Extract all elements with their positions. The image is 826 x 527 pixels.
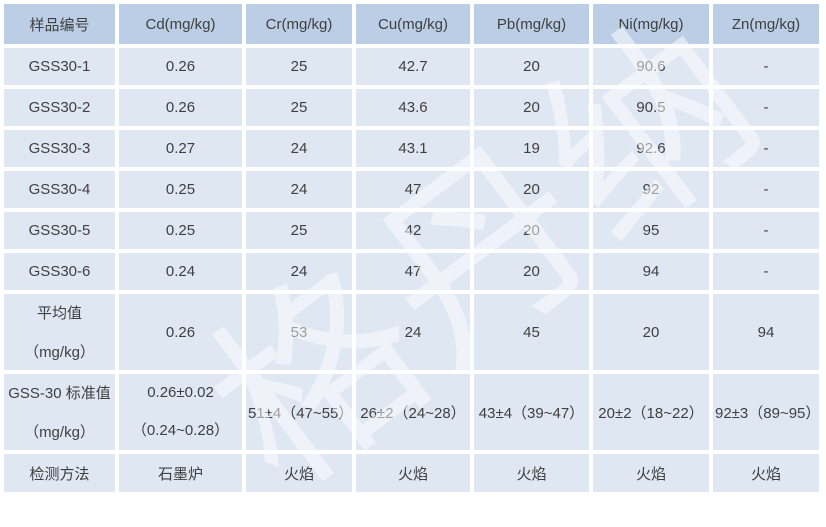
value-cell-cd: 0.26 <box>119 48 242 85</box>
row-label: GSS30-4 <box>4 171 115 208</box>
value-cell-ni: 95 <box>593 212 709 249</box>
method-cell-cu: 火焰 <box>356 454 470 492</box>
value-cell-pb: 20 <box>474 253 589 290</box>
row-label-average: 平均值 （mg/kg） <box>4 294 115 370</box>
value-cell-ni: 92.6 <box>593 130 709 167</box>
col-header-cr: Cr(mg/kg) <box>246 4 352 44</box>
value-cell-cu: 47 <box>356 253 470 290</box>
standard-cell-cr: 51±4（47~55） <box>246 374 352 450</box>
table-row-gss30-2: GSS30-2 0.26 25 43.6 20 90.5 - <box>4 89 819 126</box>
results-page: 样品编号 Cd(mg/kg) Cr(mg/kg) Cu(mg/kg) Pb(mg… <box>4 4 819 492</box>
table-row-gss30-1: GSS30-1 0.26 25 42.7 20 90.6 - <box>4 48 819 85</box>
value-cell-cu: 43.1 <box>356 130 470 167</box>
table-row-gss30-4: GSS30-4 0.25 24 47 20 92 - <box>4 171 819 208</box>
value-cell-cd: 0.25 <box>119 171 242 208</box>
col-header-zn: Zn(mg/kg) <box>713 4 819 44</box>
value-cell-cu: 42.7 <box>356 48 470 85</box>
method-cell-zn: 火焰 <box>713 454 819 492</box>
value-cell-cu: 47 <box>356 171 470 208</box>
row-label-standard: GSS-30 标准值 （mg/kg） <box>4 374 115 450</box>
average-row: 平均值 （mg/kg） 0.26 53 24 45 20 94 <box>4 294 819 370</box>
value-cell-ni: 90.6 <box>593 48 709 85</box>
standard-cell-pb: 43±4（39~47） <box>474 374 589 450</box>
average-cell-zn: 94 <box>713 294 819 370</box>
value-cell-zn: - <box>713 212 819 249</box>
col-header-ni: Ni(mg/kg) <box>593 4 709 44</box>
method-cell-pb: 火焰 <box>474 454 589 492</box>
standard-label-line1: GSS-30 标准值 <box>8 385 111 402</box>
value-cell-cd: 0.26 <box>119 89 242 126</box>
method-cell-cd: 石墨炉 <box>119 454 242 492</box>
value-cell-zn: - <box>713 48 819 85</box>
average-cell-cr: 53 <box>246 294 352 370</box>
col-header-cd: Cd(mg/kg) <box>119 4 242 44</box>
sample-results-table: 样品编号 Cd(mg/kg) Cr(mg/kg) Cu(mg/kg) Pb(mg… <box>4 4 819 492</box>
row-label: GSS30-1 <box>4 48 115 85</box>
value-cell-ni: 94 <box>593 253 709 290</box>
value-cell-zn: - <box>713 89 819 126</box>
standard-cell-cd: 0.26±0.02 （0.24~0.28） <box>119 374 242 450</box>
standard-cell-cu: 26±2（24~28） <box>356 374 470 450</box>
value-cell-cr: 24 <box>246 171 352 208</box>
table-row-gss30-5: GSS30-5 0.25 25 42 20 95 - <box>4 212 819 249</box>
average-label-line1: 平均值 <box>36 305 82 322</box>
standard-cd-line1: 0.26±0.02 <box>147 384 214 401</box>
col-header-sample-id: 样品编号 <box>4 4 115 44</box>
col-header-pb: Pb(mg/kg) <box>474 4 589 44</box>
average-cell-pb: 45 <box>474 294 589 370</box>
standard-cell-zn: 92±3（89~95） <box>713 374 819 450</box>
col-header-cu: Cu(mg/kg) <box>356 4 470 44</box>
value-cell-pb: 20 <box>474 48 589 85</box>
value-cell-cr: 25 <box>246 212 352 249</box>
value-cell-pb: 20 <box>474 89 589 126</box>
standard-cd-line2: （0.24~0.28） <box>131 422 230 439</box>
value-cell-cr: 25 <box>246 89 352 126</box>
value-cell-pb: 19 <box>474 130 589 167</box>
value-cell-cr: 24 <box>246 130 352 167</box>
value-cell-cr: 24 <box>246 253 352 290</box>
method-row: 检测方法 石墨炉 火焰 火焰 火焰 火焰 火焰 <box>4 454 819 492</box>
row-label: GSS30-2 <box>4 89 115 126</box>
value-cell-pb: 20 <box>474 171 589 208</box>
standard-value-row: GSS-30 标准值 （mg/kg） 0.26±0.02 （0.24~0.28）… <box>4 374 819 450</box>
value-cell-cd: 0.27 <box>119 130 242 167</box>
average-label-line2: （mg/kg） <box>24 344 95 361</box>
average-cell-cu: 24 <box>356 294 470 370</box>
value-cell-ni: 92 <box>593 171 709 208</box>
header-row: 样品编号 Cd(mg/kg) Cr(mg/kg) Cu(mg/kg) Pb(mg… <box>4 4 819 44</box>
method-cell-ni: 火焰 <box>593 454 709 492</box>
value-cell-cd: 0.25 <box>119 212 242 249</box>
row-label: GSS30-6 <box>4 253 115 290</box>
average-cell-cd: 0.26 <box>119 294 242 370</box>
value-cell-cu: 42 <box>356 212 470 249</box>
row-label: GSS30-5 <box>4 212 115 249</box>
average-cell-ni: 20 <box>593 294 709 370</box>
value-cell-cu: 43.6 <box>356 89 470 126</box>
value-cell-zn: - <box>713 130 819 167</box>
table-row-gss30-3: GSS30-3 0.27 24 43.1 19 92.6 - <box>4 130 819 167</box>
method-cell-cr: 火焰 <box>246 454 352 492</box>
value-cell-zn: - <box>713 171 819 208</box>
value-cell-zn: - <box>713 253 819 290</box>
standard-label-line2: （mg/kg） <box>24 424 95 441</box>
standard-cell-ni: 20±2（18~22） <box>593 374 709 450</box>
value-cell-cd: 0.24 <box>119 253 242 290</box>
row-label: GSS30-3 <box>4 130 115 167</box>
table-row-gss30-6: GSS30-6 0.24 24 47 20 94 - <box>4 253 819 290</box>
value-cell-pb: 20 <box>474 212 589 249</box>
value-cell-ni: 90.5 <box>593 89 709 126</box>
row-label-method: 检测方法 <box>4 454 115 492</box>
value-cell-cr: 25 <box>246 48 352 85</box>
